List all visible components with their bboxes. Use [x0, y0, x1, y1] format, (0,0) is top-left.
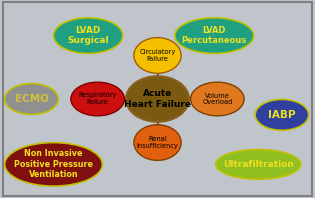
Ellipse shape — [191, 82, 244, 116]
Text: Volume
Overload: Volume Overload — [202, 92, 232, 106]
Ellipse shape — [71, 82, 124, 116]
Text: IABP: IABP — [268, 110, 296, 120]
Text: Non Invasive
Positive Pressure
Ventilation: Non Invasive Positive Pressure Ventilati… — [14, 149, 93, 179]
Ellipse shape — [255, 99, 309, 130]
Text: Circulatory
Failure: Circulatory Failure — [139, 49, 176, 62]
Ellipse shape — [134, 38, 181, 73]
Ellipse shape — [216, 149, 301, 179]
Ellipse shape — [126, 76, 189, 122]
Ellipse shape — [54, 18, 123, 53]
Text: LVAD
Surgical: LVAD Surgical — [67, 26, 109, 45]
Ellipse shape — [175, 18, 254, 53]
Text: Renal
Insufficiency: Renal Insufficiency — [137, 136, 178, 149]
Text: Ultrafiltration: Ultrafiltration — [223, 160, 294, 169]
Ellipse shape — [5, 84, 58, 114]
Text: Respiratory
Failure: Respiratory Failure — [78, 92, 117, 106]
Text: LVAD
Percutaneous: LVAD Percutaneous — [181, 26, 247, 45]
Text: Acute
Heart Failure: Acute Heart Failure — [124, 89, 191, 109]
Text: ECMO: ECMO — [14, 94, 49, 104]
Ellipse shape — [5, 143, 102, 186]
Ellipse shape — [134, 125, 181, 160]
